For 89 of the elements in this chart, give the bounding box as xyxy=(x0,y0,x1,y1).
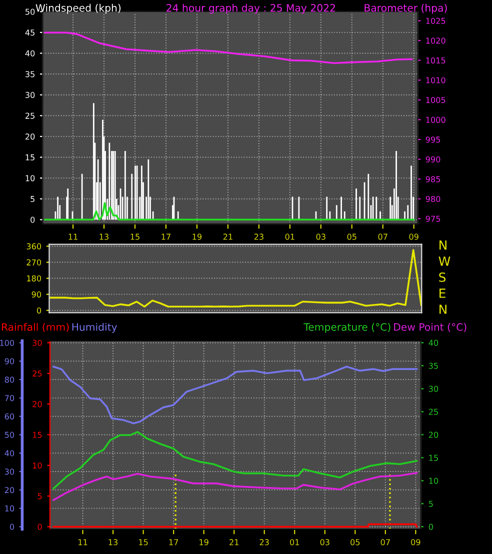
y-tick-label: 20 xyxy=(4,487,14,494)
y2-tick-label: 1005 xyxy=(426,96,446,104)
x-tick-label: 23 xyxy=(254,234,264,240)
y-tick-label: 0 xyxy=(30,216,35,223)
y2-tick-label: 25 xyxy=(428,408,438,415)
line-series xyxy=(52,472,418,501)
line-series xyxy=(52,431,418,490)
x-tick-label: 09 xyxy=(411,539,420,546)
x-tick-label: 17 xyxy=(169,539,178,546)
y2-axis-title: Temperature (°C) xyxy=(304,322,390,333)
y-tick-label: 270 xyxy=(26,259,42,266)
x-tick-label: 13 xyxy=(100,234,108,240)
y2-tick-label: 980 xyxy=(426,196,440,202)
y-tick-label: 40 xyxy=(4,450,14,456)
y2-tick-label: 5 xyxy=(428,500,433,507)
x-tick-label: 07 xyxy=(378,234,388,240)
text: W xyxy=(438,256,450,266)
y3-axis-title: Rainfall (mm) xyxy=(2,322,69,332)
y2-tick-label: 20 xyxy=(428,432,438,438)
x-tick-label: 07 xyxy=(380,539,390,546)
line-series xyxy=(52,366,418,424)
y2-tick-label: 975 xyxy=(426,216,440,222)
y-tick-label: 25 xyxy=(26,112,34,119)
y-tick-label: 40 xyxy=(25,50,35,56)
y-axis-title: Windspeed (kph) xyxy=(36,4,121,14)
y-tick-label: 70 xyxy=(4,395,14,402)
line-series xyxy=(44,32,413,64)
y-tick-label: 30 xyxy=(26,92,35,98)
y-tick-label: 90 xyxy=(32,291,42,298)
y-tick-label: 10 xyxy=(5,505,14,512)
y2-tick-label: 35 xyxy=(428,362,438,369)
x-tick-label: 01 xyxy=(290,539,299,546)
x-tick-label: 19 xyxy=(192,234,202,240)
y-tick-label: 0 xyxy=(10,524,14,530)
y-tick-label: 50 xyxy=(4,432,14,438)
y2-tick-label: 1020 xyxy=(426,38,446,44)
x-tick-label: 23 xyxy=(260,539,269,546)
y-tick-label: 35 xyxy=(26,71,34,78)
y-tick-label: 20 xyxy=(26,134,35,140)
x-tick-label: 11 xyxy=(78,539,88,546)
y-tick-label: 15 xyxy=(26,154,34,160)
y2-tick-label: 1025 xyxy=(426,18,446,24)
x-tick-label: 09 xyxy=(409,234,418,240)
x-tick-label: 15 xyxy=(139,539,148,546)
text: E xyxy=(440,288,446,298)
x-tick-label: 21 xyxy=(230,539,238,546)
y2-tick-label: 40 xyxy=(428,340,438,346)
y-tick-label: 80 xyxy=(4,376,14,383)
y-tick-label: 60 xyxy=(4,413,14,420)
chart-title: 24 hour graph day : 25 May 2022 xyxy=(166,4,335,14)
x-tick-label: 03 xyxy=(320,539,330,546)
y-tick-label: 180 xyxy=(27,275,42,282)
y-tick-label: 30 xyxy=(4,468,14,475)
y2-tick-label: 1015 xyxy=(426,57,446,64)
y2-tick-label: 30 xyxy=(428,386,438,392)
y2-tick-label: 985 xyxy=(426,176,440,182)
y-axis-title: Humidity xyxy=(72,322,118,333)
x-tick-label: 11 xyxy=(68,234,78,240)
text: Dew Point (°C) xyxy=(394,322,466,332)
y-tick-label: 0 xyxy=(36,307,42,314)
x-tick-label: 03 xyxy=(316,234,326,240)
text: S xyxy=(439,272,446,282)
line-series xyxy=(44,202,415,221)
y-tick-label: 50 xyxy=(26,8,35,15)
line-series xyxy=(49,249,422,308)
x-tick-label: 21 xyxy=(223,234,232,240)
y2-tick-label: 995 xyxy=(426,136,440,143)
y-tick-label: 90 xyxy=(4,358,14,364)
text: N xyxy=(440,240,446,250)
y2-tick-label: 990 xyxy=(426,156,440,162)
y2-tick-label: 1000 xyxy=(426,116,446,123)
x-tick-label: 13 xyxy=(108,539,118,546)
y2-tick-label: 0 xyxy=(428,524,433,530)
text: N xyxy=(440,304,446,314)
x-tick-label: 05 xyxy=(350,539,360,546)
y2-tick-label: 10 xyxy=(429,478,438,484)
y2-axis-title: Barometer (hpa) xyxy=(364,4,447,14)
x-tick-label: 15 xyxy=(130,234,140,240)
x-tick-label: 19 xyxy=(200,539,208,546)
y2-tick-label: 1010 xyxy=(426,77,446,84)
y2-tick-label: 15 xyxy=(429,454,438,461)
y-tick-label: 5 xyxy=(30,196,34,202)
x-tick-label: 01 xyxy=(285,234,294,240)
y-tick-label: 360 xyxy=(26,243,42,250)
x-tick-label: 05 xyxy=(347,234,356,240)
y-tick-label: 45 xyxy=(25,30,34,36)
y-tick-label: 10 xyxy=(26,175,35,182)
x-tick-label: 17 xyxy=(162,234,170,240)
y-tick-label: 100 xyxy=(0,340,14,346)
